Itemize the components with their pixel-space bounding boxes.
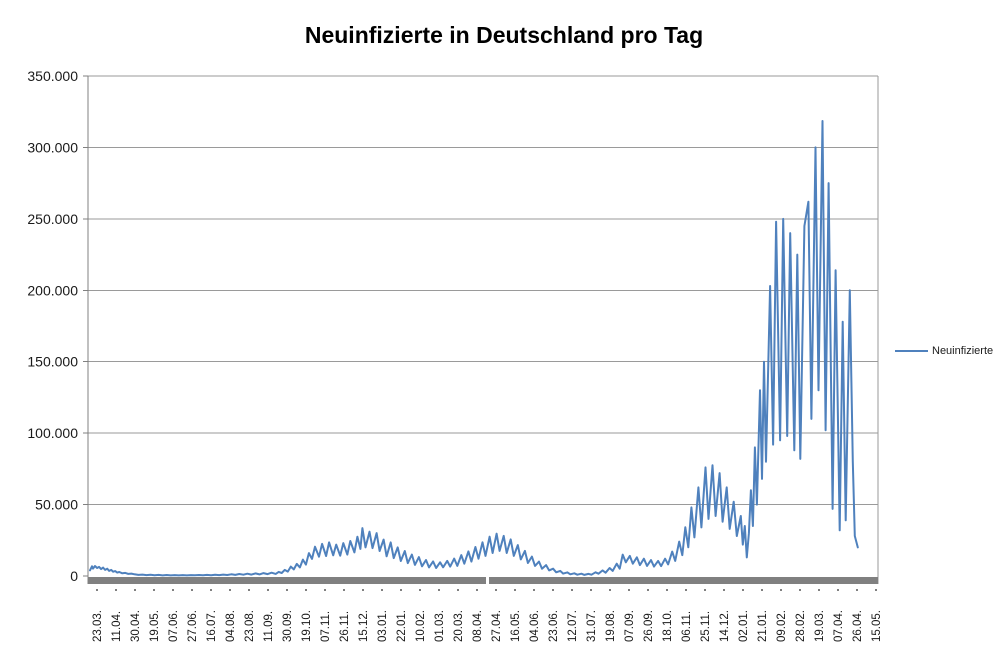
y-tick-label: 300.000	[27, 139, 78, 155]
x-tick-label: 01.03.	[434, 610, 446, 642]
x-tick-label: 26.04.	[852, 610, 864, 642]
x-tick-label: 16.05.	[510, 610, 522, 642]
x-tick-label: 15.12.	[358, 610, 370, 642]
x-tick-label: 19.05.	[149, 610, 161, 642]
x-tick-label: 11.04.	[111, 611, 123, 642]
x-tick-label: 19.03.	[814, 610, 826, 642]
x-tick-label: 27.04.	[491, 610, 503, 642]
x-tick-label: 15.05.	[871, 610, 883, 642]
x-tick-label: 22.01.	[396, 610, 408, 642]
x-tick-label: 09.02.	[776, 610, 788, 642]
y-tick-label: 50.000	[35, 497, 78, 513]
x-tick-label: 11.09.	[263, 611, 275, 642]
x-tick-label: 31.07.	[586, 610, 598, 642]
x-tick-label: 14.12.	[719, 610, 731, 642]
x-tick-label: 25.11.	[700, 611, 712, 642]
legend-line-swatch	[895, 350, 928, 352]
x-tick-label: 10.02.	[415, 610, 427, 642]
x-tick-label: 30.09.	[282, 610, 294, 642]
x-tick-label: 12.07.	[567, 610, 579, 642]
y-tick-label: 350.000	[27, 68, 78, 84]
x-tick-label: 28.02.	[795, 610, 807, 642]
x-tick-label: 03.01.	[377, 610, 389, 642]
y-tick-label: 250.000	[27, 211, 78, 227]
y-tick-label: 200.000	[27, 282, 78, 298]
x-tick-label: 07.04.	[833, 610, 845, 642]
x-tick-label: 26.11.	[339, 611, 351, 642]
x-tick-label: 23.03.	[92, 610, 104, 642]
x-tick-label: 07.06.	[168, 610, 180, 642]
x-tick-label: 30.04.	[130, 610, 142, 642]
x-tick-label: 04.08.	[225, 610, 237, 642]
x-tick-label: 18.10.	[662, 610, 674, 642]
x-tick-label: 21.01.	[757, 610, 769, 642]
x-tick-label: 20.03.	[453, 610, 465, 642]
y-tick-label: 150.000	[27, 354, 78, 370]
x-tick-label: 08.04.	[472, 610, 484, 642]
x-tick-label: 02.01.	[738, 610, 750, 642]
x-tick-label: 19.10.	[301, 610, 313, 642]
chart-title: Neuinfizierte in Deutschland pro Tag	[304, 22, 704, 48]
x-tick-label: 04.06.	[529, 610, 541, 642]
y-tick-label: 100.000	[27, 425, 78, 441]
y-tick-label: 0	[70, 568, 78, 584]
x-tick-label: 23.06.	[548, 610, 560, 642]
x-tick-label: 06.11.	[681, 611, 693, 642]
x-tick-label: 27.06.	[187, 610, 199, 642]
legend-label: Neuinfizierte	[932, 345, 994, 357]
x-tick-label: 07.11.	[320, 611, 332, 642]
x-tick-label: 16.07.	[206, 610, 218, 642]
x-tick-label: 19.08.	[605, 610, 617, 642]
x-tick-label: 23.08.	[244, 610, 256, 642]
legend: Neuinfizierte	[895, 345, 993, 357]
x-tick-label: 26.09.	[643, 610, 655, 642]
x-tick-label: 07.09.	[624, 610, 636, 642]
